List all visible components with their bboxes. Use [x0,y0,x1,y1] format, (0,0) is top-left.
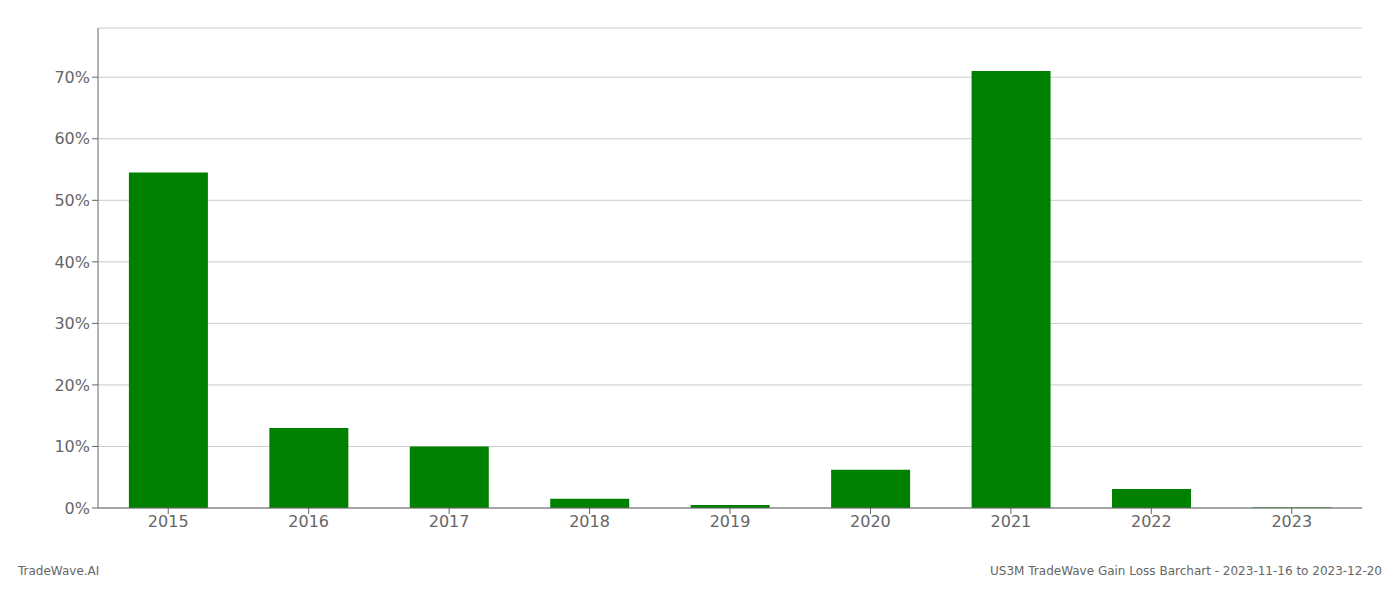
svg-text:2018: 2018 [569,512,610,531]
svg-text:60%: 60% [54,129,90,148]
svg-text:70%: 70% [54,68,90,87]
svg-text:2022: 2022 [1131,512,1172,531]
html-text:US3M TradeWave Gain Loss Barch: US3M TradeWave Gain Loss Barchart - 2023… [990,564,1382,578]
svg-text:40%: 40% [54,253,90,272]
svg-text:10%: 10% [54,437,90,456]
svg-text:2016: 2016 [288,512,329,531]
svg-text:2019: 2019 [710,512,751,531]
html-text:TradeWave.AI: TradeWave.AI [18,564,100,578]
svg-text:30%: 30% [54,314,90,333]
svg-text:0%: 0% [65,499,90,518]
svg-text:2017: 2017 [429,512,470,531]
svg-text:2015: 2015 [148,512,189,531]
svg-text:2020: 2020 [850,512,891,531]
svg-text:50%: 50% [54,191,90,210]
svg-text:2021: 2021 [991,512,1032,531]
svg-text:2023: 2023 [1271,512,1312,531]
svg-text:20%: 20% [54,376,90,395]
